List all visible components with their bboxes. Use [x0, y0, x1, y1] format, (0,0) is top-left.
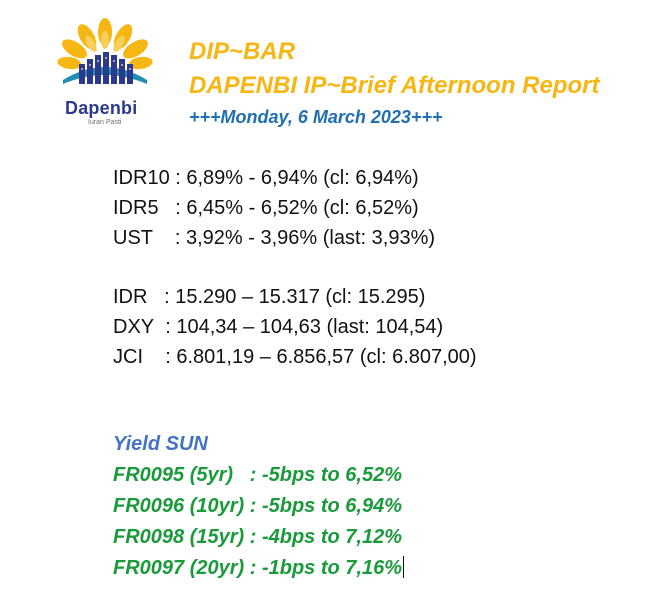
- yield-title: Yield SUN: [113, 433, 208, 455]
- rate-label: IDR5: [113, 197, 165, 219]
- report-title: DIP~BAR: [189, 38, 296, 65]
- rate-value: : 6,45% - 6,52% (cl: 6,52%): [164, 197, 419, 219]
- rate-value: : 3,92% - 3,96% (last: 3,93%): [163, 227, 436, 249]
- yield-sun-block: Yield SUN FR0095 (5yr) : -5bps to 6,52% …: [113, 429, 404, 584]
- rate-row: DXY : 104,34 – 104,63 (last: 104,54): [113, 312, 477, 342]
- rate-label: IDR10: [113, 167, 170, 189]
- sun-bars-logo-icon: [57, 18, 153, 84]
- market-rates-block: IDR : 15.290 – 15.317 (cl: 15.295) DXY :…: [113, 282, 477, 372]
- logo-wordmark: Dapenbi: [65, 98, 138, 118]
- yield-row: FR0095 (5yr) : -5bps to 6,52%: [113, 464, 402, 486]
- rate-label: DXY: [113, 316, 155, 338]
- rate-row: IDR10 : 6,89% - 6,94% (cl: 6,94%): [113, 163, 435, 193]
- dapenbi-logo: Dapenbi Iuran Pasti: [35, 18, 175, 130]
- text-cursor[interactable]: [403, 556, 404, 578]
- report-date: +++Monday, 6 March 2023+++: [189, 107, 443, 127]
- rate-row: UST : 3,92% - 3,96% (last: 3,93%): [113, 223, 435, 253]
- rate-label: JCI: [113, 346, 155, 368]
- rate-row: IDR : 15.290 – 15.317 (cl: 15.295): [113, 282, 477, 312]
- rate-label: UST: [113, 227, 164, 249]
- rate-row: JCI : 6.801,19 – 6.856,57 (cl: 6.807,00): [113, 342, 477, 372]
- yield-row-text: FR0097 (20yr) : -1bps to 7,16%: [113, 557, 402, 579]
- rate-value: : 104,34 – 104,63 (last: 104,54): [154, 316, 444, 338]
- rate-row: IDR5 : 6,45% - 6,52% (cl: 6,52%): [113, 193, 435, 223]
- bond-rates-block: IDR10 : 6,89% - 6,94% (cl: 6,94%) IDR5 :…: [113, 163, 435, 253]
- yield-row: FR0098 (15yr) : -4bps to 7,12%: [113, 526, 402, 548]
- yield-row-last: FR0097 (20yr) : -1bps to 7,16%: [113, 553, 404, 584]
- rate-label: IDR: [113, 286, 159, 308]
- logo-tagline: Iuran Pasti: [88, 119, 122, 126]
- yield-row: FR0096 (10yr) : -5bps to 6,94%: [113, 495, 402, 517]
- rate-value: : 6.801,19 – 6.856,57 (cl: 6.807,00): [154, 346, 477, 368]
- rate-value: : 6,89% - 6,94% (cl: 6,94%): [169, 167, 419, 189]
- report-subtitle: DAPENBI IP~Brief Afternoon Report: [189, 72, 600, 99]
- rate-value: : 15.290 – 15.317 (cl: 15.295): [158, 286, 426, 308]
